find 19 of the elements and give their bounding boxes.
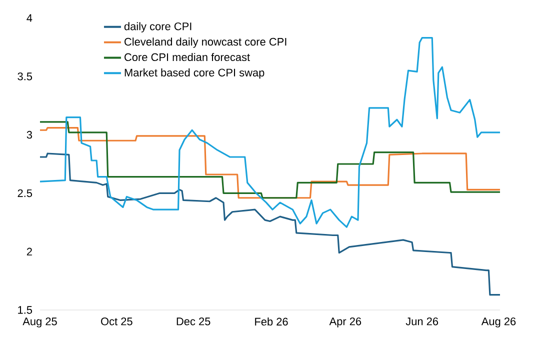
y-tick-label: 1.5 bbox=[18, 306, 32, 314]
y-tick-label: 3 bbox=[26, 130, 32, 139]
x-tick-label: Aug 26 bbox=[481, 318, 516, 328]
line-series bbox=[39, 37, 501, 228]
legend-label: daily core CPI bbox=[124, 22, 192, 32]
y-tick-label: 2 bbox=[26, 248, 32, 256]
x-tick-label: Aug 25 bbox=[22, 318, 57, 328]
y-tick-label: 2.5 bbox=[18, 189, 32, 198]
x-tick-label: Dec 25 bbox=[176, 318, 210, 326]
x-tick-label: Feb 26 bbox=[255, 318, 288, 326]
x-tick-label: Jun 26 bbox=[406, 318, 438, 326]
line-series bbox=[39, 152, 501, 296]
y-tick-label: 4 bbox=[26, 14, 32, 22]
y-tick-label: 3.5 bbox=[18, 72, 32, 80]
legend-label: Market based core CPI swap bbox=[124, 68, 264, 79]
legend-label: Cleveland daily nowcast core CPI bbox=[124, 38, 286, 48]
x-tick-label: Apr 26 bbox=[329, 318, 362, 328]
x-tick-label: Oct 25 bbox=[101, 318, 132, 326]
legend-label: Core CPI median forecast bbox=[124, 53, 250, 62]
